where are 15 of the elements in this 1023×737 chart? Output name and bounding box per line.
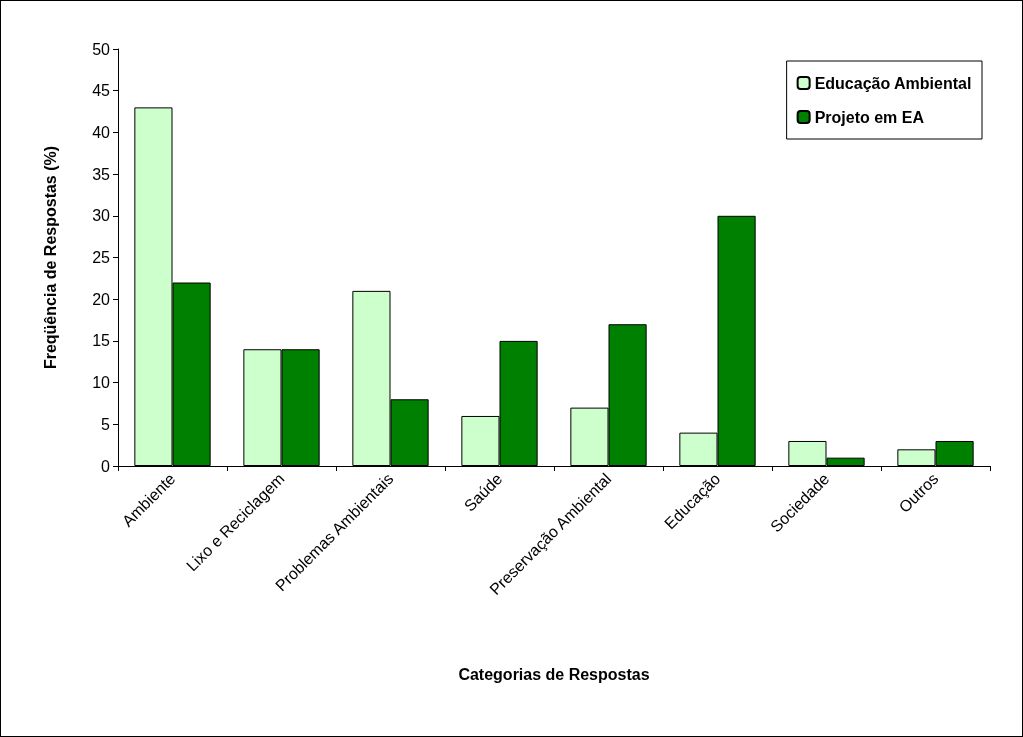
y-tick-label: 0 [101, 457, 111, 475]
y-tick-label: 10 [92, 374, 111, 392]
y-tick-label: 50 [92, 40, 111, 58]
y-tick-label: 5 [101, 415, 111, 433]
legend-label: Projeto em EA [814, 108, 925, 126]
y-axis-title: Freqüência de Respostas (%) [41, 145, 59, 370]
y-tick-label: 45 [92, 82, 111, 100]
y-tick-label: 40 [92, 123, 111, 141]
y-tick-label: 25 [92, 249, 111, 266]
y-tick-label: 15 [92, 332, 111, 350]
y-tick-label: 20 [92, 290, 111, 308]
x-axis-title: Categorias de Respostas [458, 665, 650, 683]
y-tick-label: 30 [92, 207, 111, 225]
y-tick-label: 35 [92, 165, 111, 183]
legend-label: Educação Ambiental [814, 74, 972, 92]
